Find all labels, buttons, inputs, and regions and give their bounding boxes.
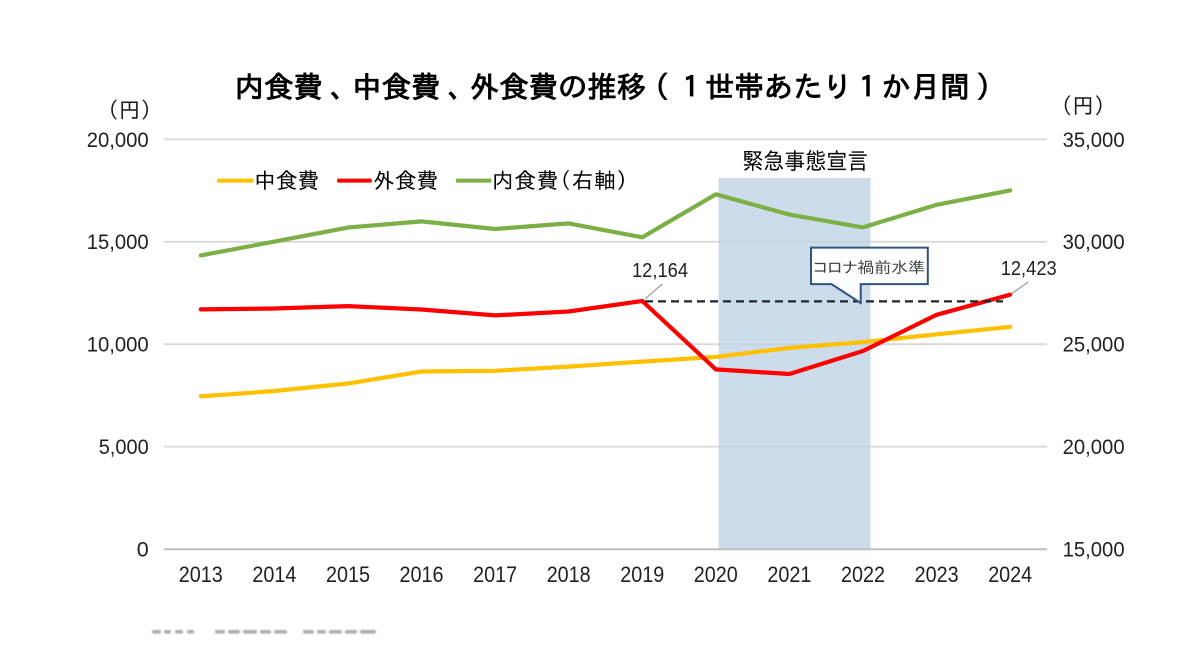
svg-text:12,164: 12,164 bbox=[632, 260, 688, 282]
svg-text:2024: 2024 bbox=[988, 562, 1032, 587]
svg-text:10,000: 10,000 bbox=[87, 333, 149, 357]
svg-text:0: 0 bbox=[137, 538, 149, 562]
svg-text:2020: 2020 bbox=[694, 562, 738, 587]
svg-text:2023: 2023 bbox=[915, 562, 959, 587]
svg-text:2022: 2022 bbox=[841, 562, 885, 587]
svg-text:2018: 2018 bbox=[547, 562, 591, 587]
svg-text:2013: 2013 bbox=[179, 562, 223, 587]
svg-text:20,000: 20,000 bbox=[1063, 435, 1125, 459]
svg-text:15,000: 15,000 bbox=[87, 230, 149, 254]
svg-text:30,000: 30,000 bbox=[1063, 230, 1125, 254]
svg-text:15,000: 15,000 bbox=[1063, 538, 1125, 562]
svg-text:2016: 2016 bbox=[400, 562, 444, 587]
svg-text:25,000: 25,000 bbox=[1063, 333, 1125, 357]
svg-text:20,000: 20,000 bbox=[87, 128, 149, 152]
svg-text:2014: 2014 bbox=[252, 562, 296, 587]
svg-text:2021: 2021 bbox=[767, 562, 811, 587]
svg-text:2017: 2017 bbox=[473, 562, 517, 587]
svg-text:2019: 2019 bbox=[620, 562, 664, 587]
svg-text:35,000: 35,000 bbox=[1063, 128, 1125, 152]
svg-text:2015: 2015 bbox=[326, 562, 370, 587]
svg-text:12,423: 12,423 bbox=[1001, 258, 1057, 280]
svg-text:5,000: 5,000 bbox=[99, 435, 149, 459]
